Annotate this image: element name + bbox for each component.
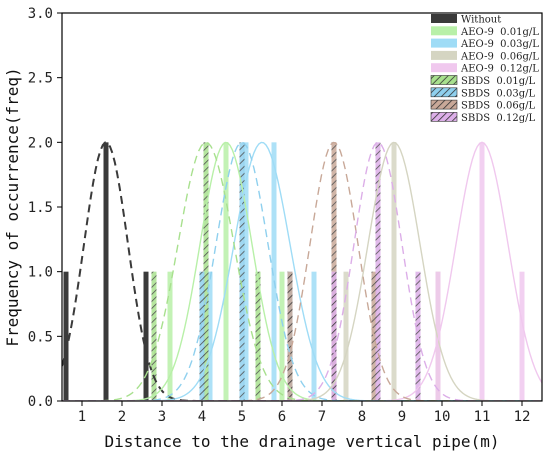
bar-sbds-0-01g-l-2 [255, 271, 261, 401]
axes: 0.00.51.01.52.02.53.01 2 3 4 5 6 7 8 9 10 11 12 [28, 6, 543, 425]
fit-curve-sbds-0-01g-l [62, 141, 542, 401]
y-axis-title: Frequency of occurrence(freq) [3, 67, 22, 346]
legend-swatch-sbds-0-03g-l [430, 87, 458, 98]
x-tick-label: 6 [278, 409, 286, 425]
fit-curve-sbds-0-03g-l [62, 141, 542, 401]
bar-sbds-0-03g-l-1 [239, 142, 245, 401]
y-tick-label: 0.0 [28, 394, 53, 410]
bar-aeo-9-0-03g-l-1 [243, 142, 249, 401]
x-tick-label: 1 [78, 409, 86, 425]
bar-aeo-9-0-06g-l-0 [343, 271, 349, 401]
bar-without-1 [103, 142, 109, 401]
x-tick-label: 2 [118, 409, 126, 425]
bar-sbds-0-12g-l-0 [331, 271, 337, 401]
y-tick-label: 2.5 [28, 71, 53, 87]
y-tick-label: 3.0 [28, 6, 53, 22]
legend-swatch-without [431, 14, 457, 23]
legend-swatch-aeo-9-0-06g-l [431, 50, 457, 60]
x-tick-label: 5 [238, 409, 246, 425]
y-tick-label: 0.5 [28, 329, 53, 345]
legend-swatch-aeo-9-0-01g-l [431, 26, 457, 36]
fit-curve-aeo-9-0-06g-l [62, 141, 542, 401]
legend-swatch-aeo-9-0-03g-l [431, 38, 457, 48]
fit-curve-sbds-0-12g-l [62, 141, 542, 401]
y-tick-label: 2.0 [28, 135, 53, 151]
legend-label-sbds-0-03g-l: SBDS 0.03g/L [461, 88, 535, 99]
x-tick-label: 8 [358, 409, 366, 425]
y-tick-label: 1.5 [28, 200, 53, 216]
bar-aeo-9-0-01g-l-2 [279, 271, 285, 401]
bar-aeo-9-0-01g-l-0 [167, 271, 173, 401]
x-tick-label: 12 [514, 409, 531, 425]
bar-sbds-0-01g-l-1 [203, 142, 209, 401]
bar-aeo-9-0-03g-l-0 [207, 271, 213, 401]
bar-aeo-9-0-03g-l-2 [271, 142, 277, 401]
legend-swatch-sbds-0-12g-l [430, 112, 458, 122]
x-axis-title: Distance to the drainage vertical pipe(m… [105, 432, 500, 451]
bar-aeo-9-0-06g-l-1 [391, 142, 397, 401]
legend-label-sbds-0-01g-l: SBDS 0.01g/L [461, 76, 535, 87]
fit-curve-aeo-9-0-12g-l [62, 141, 542, 401]
x-tick-label: 9 [398, 409, 406, 425]
bar-sbds-0-06g-l-0 [287, 271, 293, 401]
plot-area [62, 141, 542, 401]
x-tick-label: 3 [158, 409, 166, 425]
bar-sbds-0-06g-l-2 [371, 271, 377, 401]
fit-curve-aeo-9-0-03g-l [62, 141, 542, 401]
legend-label-aeo-9-0-12g-l: AEO-9 0.12g/L [460, 64, 539, 75]
bar-sbds-0-01g-l-0 [151, 271, 157, 401]
legend-swatch-sbds-0-06g-l [430, 99, 458, 110]
bar-aeo-9-0-12g-l-1 [479, 142, 485, 401]
legend-label-aeo-9-0-06g-l: AEO-9 0.06g/L [460, 51, 539, 62]
x-tick-label: 7 [318, 409, 326, 425]
bar-without-0 [63, 271, 69, 401]
legend-label-aeo-9-0-03g-l: AEO-9 0.03g/L [460, 39, 539, 50]
bar-without-2 [143, 271, 149, 401]
legend-label-sbds-0-06g-l: SBDS 0.06g/L [461, 101, 535, 112]
x-tick-label: 10 [434, 409, 451, 425]
x-tick-label: 11 [474, 409, 491, 425]
fit-curve-sbds-0-06g-l [62, 141, 542, 401]
bar-sbds-0-03g-l-0 [199, 271, 205, 401]
bar-sbds-0-12g-l-1 [375, 142, 381, 401]
bar-aeo-9-0-12g-l-2 [519, 271, 525, 401]
legend-label-without: Without [461, 15, 501, 26]
x-tick-label: 4 [198, 409, 206, 425]
legend-label-sbds-0-12g-l: SBDS 0.12g/L [461, 113, 535, 124]
legend-swatch-aeo-9-0-12g-l [431, 63, 457, 73]
legend-swatch-sbds-0-01g-l [430, 75, 458, 85]
y-tick-label: 1.0 [28, 265, 53, 281]
legend-label-aeo-9-0-01g-l: AEO-9 0.01g/L [460, 27, 539, 38]
fit-curve-without [62, 141, 542, 401]
bar-aeo-9-0-03g-l-3 [311, 271, 317, 401]
bar-aeo-9-0-01g-l-1 [223, 142, 229, 401]
fit-curve-aeo-9-0-01g-l [62, 141, 542, 401]
